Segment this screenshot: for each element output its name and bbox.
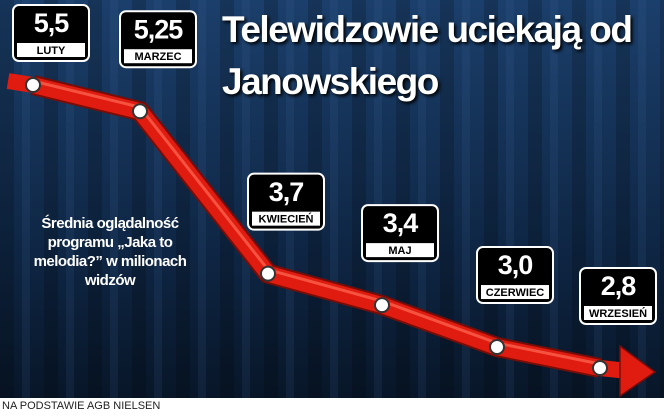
category-label: MAJ xyxy=(388,245,411,257)
point xyxy=(592,360,608,376)
point xyxy=(132,103,148,120)
value-label: 2,8 xyxy=(601,271,637,301)
category-box xyxy=(481,285,549,300)
line-body xyxy=(31,77,602,376)
arrow-head xyxy=(619,344,657,398)
point xyxy=(374,297,390,314)
value-label: 3,0 xyxy=(498,250,533,280)
category-box xyxy=(584,306,652,320)
category-label: WRZESIEŃ xyxy=(589,307,647,320)
category-box xyxy=(17,43,85,57)
point xyxy=(489,339,505,356)
point xyxy=(260,265,276,282)
value-label: 5,5 xyxy=(34,8,70,38)
value-label: 3,7 xyxy=(269,177,304,207)
category-box xyxy=(366,243,434,258)
value-label: 3,4 xyxy=(383,208,419,238)
annotation: Średnia oglądalność programu „Jaka to me… xyxy=(33,215,187,289)
background-curtain xyxy=(0,0,664,398)
category-box xyxy=(124,49,192,64)
category-label: KWIECIEŃ xyxy=(259,213,314,226)
point xyxy=(25,77,41,93)
chart-title: Telewidzowie uciekają od Janowskiego xyxy=(222,9,633,102)
category-label: LUTY xyxy=(37,45,66,57)
category-label: MARZEC xyxy=(134,51,181,63)
category-box xyxy=(252,211,320,226)
source: NA PODSTAWIE AGB NIELSEN xyxy=(2,400,161,412)
value-label: 5,25 xyxy=(134,14,184,44)
category-label: CZERWIEC xyxy=(486,287,545,299)
line-highlight xyxy=(32,79,601,366)
